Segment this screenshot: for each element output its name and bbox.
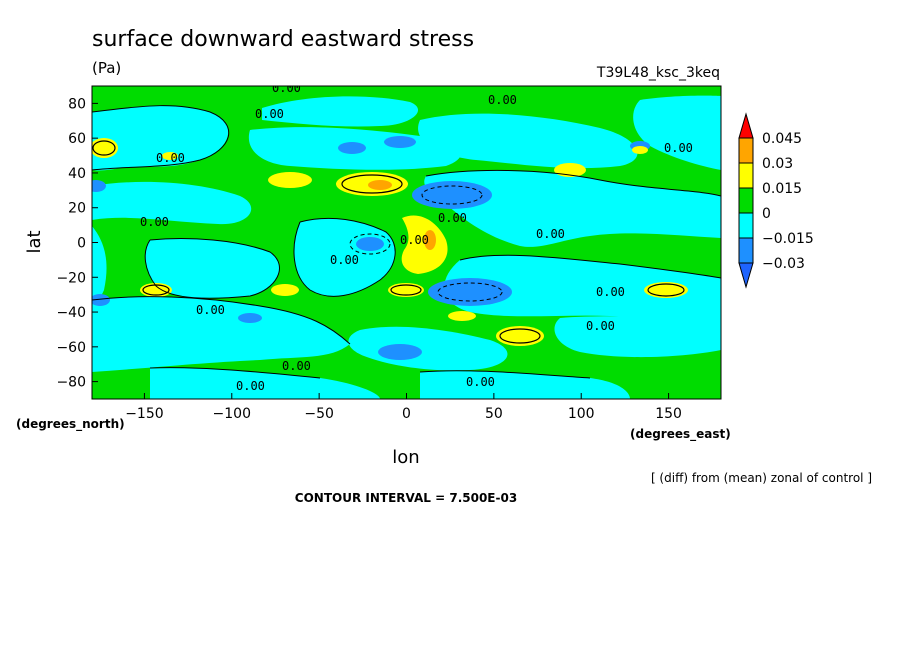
colorbar-label: 0 xyxy=(762,206,771,222)
contour-label: 0.00 xyxy=(330,253,359,267)
run-label: T39L48_ksc_3keq xyxy=(596,65,720,81)
contour-label: 0.00 xyxy=(255,107,284,121)
y-tick-label: 20 xyxy=(68,201,86,217)
y-tick-label: 40 xyxy=(68,166,86,182)
y-tick-label: −40 xyxy=(56,305,86,321)
x-tick-label: 150 xyxy=(655,406,682,422)
colorbar-box xyxy=(738,162,754,189)
contour-label: 0.00 xyxy=(236,379,265,393)
chart-title: surface downward eastward stress xyxy=(92,27,474,52)
y-axis-units: (degrees_north) xyxy=(16,417,125,432)
colorbar-box xyxy=(738,137,754,164)
y-tick-label: −60 xyxy=(56,340,86,356)
colorbar-bottom-arrow xyxy=(738,262,754,289)
colorbar-box xyxy=(738,212,754,239)
colorbar: 0.045 0.03 0.015 0 −0.015 −0.03 xyxy=(738,112,814,289)
x-axis-title: lon xyxy=(392,447,419,468)
x-tick-label: −150 xyxy=(125,406,163,422)
contour-label: 0.00 xyxy=(488,93,517,107)
x-tick-label: 50 xyxy=(485,406,503,422)
note-text: [ (diff) from (mean) zonal of control ] xyxy=(651,471,872,485)
contour-label: 0.00 xyxy=(536,227,565,241)
contour-label: 0.00 xyxy=(664,141,693,155)
colorbar-label: −0.03 xyxy=(762,256,805,272)
y-tick-label: −80 xyxy=(56,375,86,391)
contour-label: 0.00 xyxy=(272,81,301,95)
contour-label: 0.00 xyxy=(140,215,169,229)
y-tick-label: 80 xyxy=(68,96,86,112)
x-tick-label: −50 xyxy=(304,406,334,422)
colorbar-box xyxy=(738,237,754,264)
y-tick-label: 60 xyxy=(68,131,86,147)
y-tick-label: −20 xyxy=(56,270,86,286)
x-tick-label: 0 xyxy=(402,406,411,422)
contour-label: 0.00 xyxy=(282,359,311,373)
chart-units: (Pa) xyxy=(92,59,121,77)
contour-label: 0.00 xyxy=(438,211,467,225)
x-axis-units: (degrees_east) xyxy=(630,427,731,442)
dashed-contours xyxy=(349,185,503,302)
colorbar-label: 0.045 xyxy=(762,131,802,147)
contour-label: 0.00 xyxy=(466,375,495,389)
colorbar-label: 0.03 xyxy=(762,156,793,172)
contour-label: 0.00 xyxy=(196,303,225,317)
x-tick-label: 100 xyxy=(568,406,595,422)
y-tick-label: 0 xyxy=(77,236,86,252)
x-axis: −150 −100 −50 0 50 100 150 xyxy=(125,393,682,422)
contour-interval: CONTOUR INTERVAL = 7.500E-03 xyxy=(295,491,517,505)
contour-label: 0.00 xyxy=(596,285,625,299)
colorbar-top-arrow xyxy=(738,112,754,139)
contour-field: 0.00 0.00 0.00 0.00 0.00 0.00 0.00 0.00 0.00 0.00… xyxy=(92,81,721,399)
contour-lines xyxy=(92,105,721,379)
contour-label: 0.00 xyxy=(156,151,185,165)
contour-label: 0.00 xyxy=(586,319,615,333)
contour-label: 0.00 xyxy=(400,233,429,247)
y-axis-title: lat xyxy=(24,230,45,253)
colorbar-label: 0.015 xyxy=(762,181,802,197)
strong-positive-regions xyxy=(368,180,436,250)
colorbar-box xyxy=(738,187,754,214)
y-axis: 80 60 40 20 0 −20 −40 −60 −80 xyxy=(56,96,98,391)
colorbar-label: −0.015 xyxy=(762,231,814,247)
contour-labels: 0.00 0.00 0.00 0.00 0.00 0.00 0.00 0.00 0.00 0.00… xyxy=(140,81,693,393)
solid-contours xyxy=(92,140,685,344)
x-tick-label: −100 xyxy=(213,406,251,422)
